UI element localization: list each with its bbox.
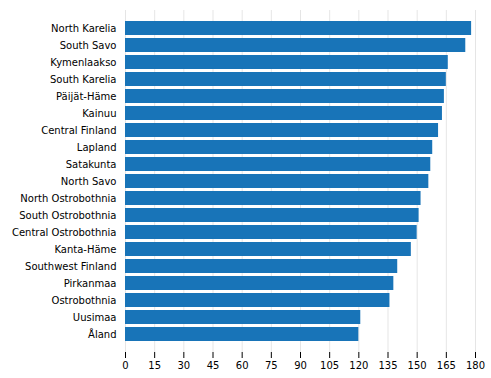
svg-text:15: 15	[148, 360, 161, 371]
svg-text:135: 135	[378, 360, 397, 371]
svg-text:Kainuu: Kainuu	[82, 108, 116, 119]
svg-text:90: 90	[294, 360, 307, 371]
svg-text:0: 0	[122, 360, 128, 371]
svg-text:North Ostrobothnia: North Ostrobothnia	[20, 193, 116, 204]
svg-text:105: 105	[320, 360, 339, 371]
svg-text:60: 60	[236, 360, 249, 371]
svg-text:North Savo: North Savo	[61, 176, 117, 187]
svg-text:South Karelia: South Karelia	[50, 74, 116, 85]
svg-text:45: 45	[207, 360, 220, 371]
svg-text:Päijät-Häme: Päijät-Häme	[56, 91, 116, 102]
svg-text:Central Ostrobothnia: Central Ostrobothnia	[12, 227, 117, 238]
svg-text:Ostrobothnia: Ostrobothnia	[52, 295, 117, 306]
svg-text:180: 180	[466, 360, 485, 371]
svg-text:Pirkanmaa: Pirkanmaa	[64, 278, 117, 289]
svg-text:Kanta-Häme: Kanta-Häme	[54, 244, 116, 255]
svg-text:Lapland: Lapland	[77, 142, 117, 153]
svg-text:Uusimaa: Uusimaa	[73, 312, 117, 323]
svg-text:Kymenlaakso: Kymenlaakso	[50, 57, 116, 68]
svg-text:150: 150	[408, 360, 427, 371]
svg-text:Central Finland: Central Finland	[41, 125, 116, 136]
svg-text:165: 165	[437, 360, 456, 371]
svg-text:North Karelia: North Karelia	[51, 23, 116, 34]
svg-text:Southwest Finland: Southwest Finland	[25, 261, 116, 272]
svg-text:75: 75	[265, 360, 278, 371]
svg-text:30: 30	[177, 360, 190, 371]
svg-text:South Savo: South Savo	[60, 40, 117, 51]
svg-text:120: 120	[349, 360, 368, 371]
svg-text:Åland: Åland	[88, 328, 116, 340]
svg-text:Satakunta: Satakunta	[66, 159, 117, 170]
svg-text:South Ostrobothnia: South Ostrobothnia	[19, 210, 116, 221]
